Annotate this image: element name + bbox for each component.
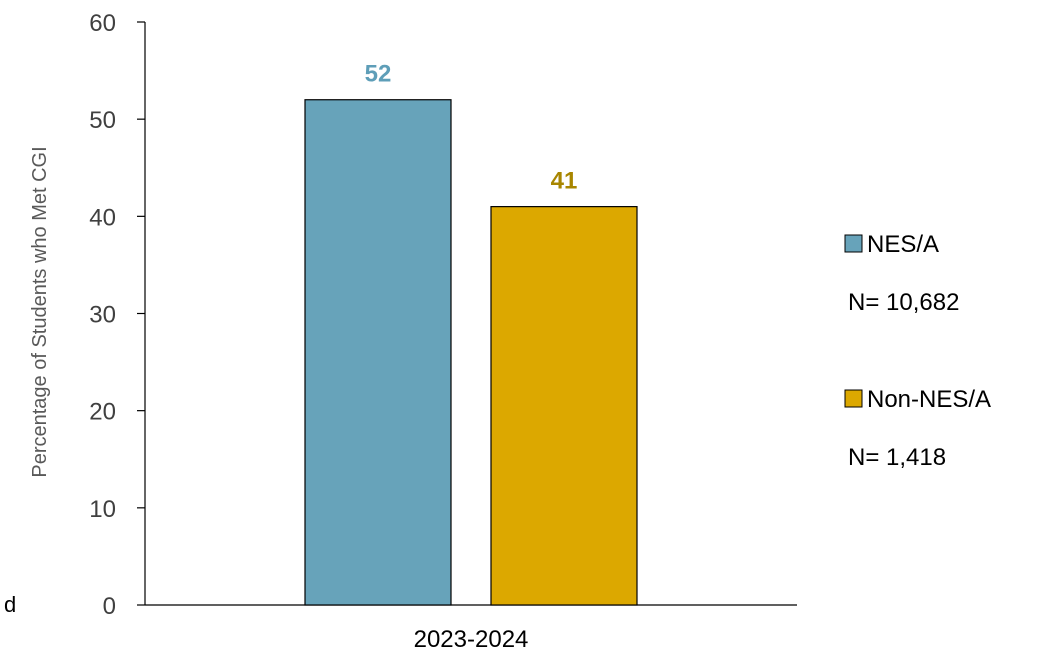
- legend: NES/A N= 10,682 Non-NES/A N= 1,418: [844, 231, 991, 471]
- y-tick-label: 50: [89, 107, 116, 134]
- y-tick-label: 40: [89, 204, 116, 231]
- category-labels: 2023-2024: [414, 626, 529, 653]
- y-tick-label: 0: [103, 593, 116, 620]
- bars-group: 52 41: [304, 61, 638, 606]
- legend-label: NES/A: [867, 231, 939, 258]
- data-label: 52: [365, 61, 392, 88]
- y-tick-label: 30: [89, 302, 116, 329]
- y-axis-ticks: 0 10 20 30 40 50 60: [89, 10, 145, 620]
- bar-non-nes-a: [490, 206, 638, 606]
- y-axis-title: Percentage of Students who Met CGI: [29, 146, 51, 477]
- stray-text: d: [4, 592, 16, 617]
- data-label: 41: [551, 168, 578, 195]
- x-category-label: 2023-2024: [414, 626, 529, 653]
- legend-n-count: N= 10,682: [848, 289, 959, 316]
- bar-nes-a: [304, 99, 452, 606]
- y-tick-label: 10: [89, 496, 116, 523]
- y-tick-label: 20: [89, 399, 116, 426]
- y-tick-label: 60: [89, 10, 116, 37]
- legend-swatch: [844, 234, 863, 253]
- legend-swatch: [844, 389, 863, 408]
- legend-n-count: N= 1,418: [848, 444, 946, 471]
- legend-label: Non-NES/A: [867, 386, 991, 413]
